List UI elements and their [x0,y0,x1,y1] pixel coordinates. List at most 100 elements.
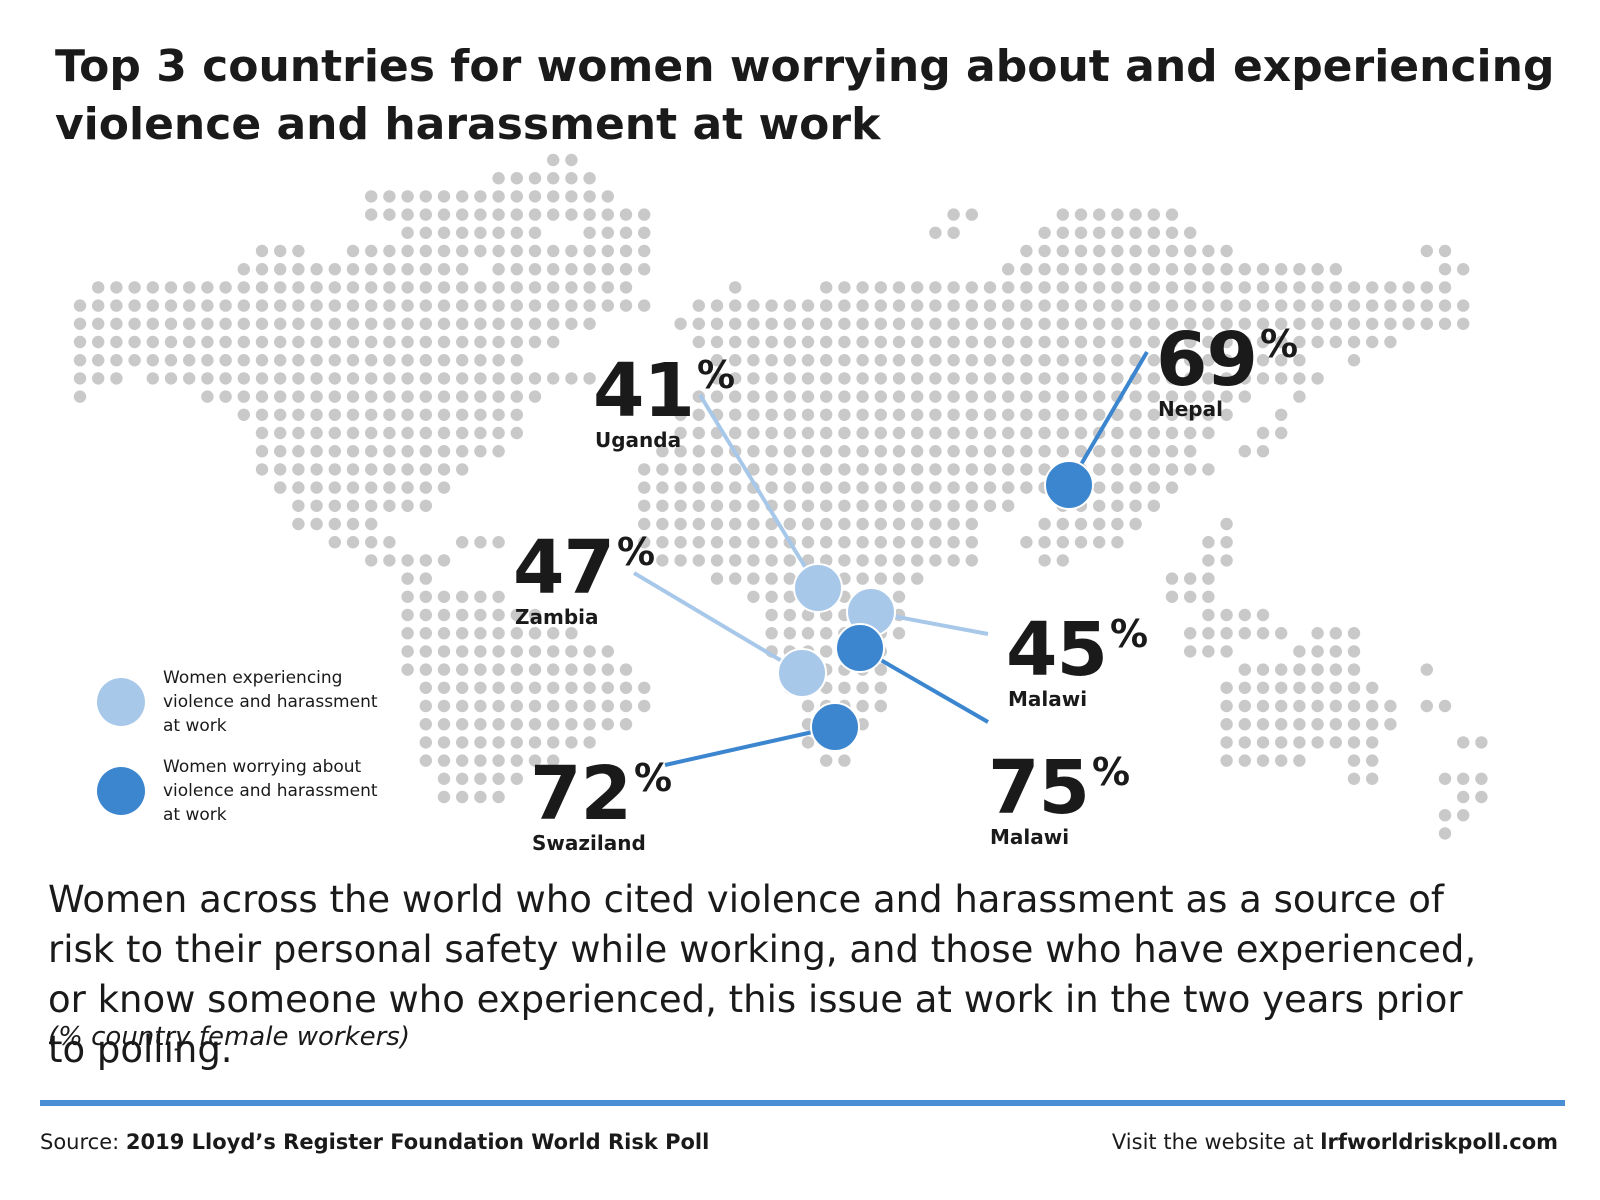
map-dot [710,372,724,385]
map-dot [929,281,942,294]
map-dot [1220,718,1233,731]
map-dot [1311,317,1324,330]
map-dot [747,335,760,349]
map-dot [1275,663,1288,676]
map-dot [874,299,887,312]
map-dot [346,517,360,531]
map-dot [1093,354,1106,367]
map-dot [1184,408,1197,421]
map-dot [274,445,287,458]
map-dot [528,190,542,203]
map-dot [801,517,815,531]
website-link[interactable]: lrfworldriskpoll.com [1320,1130,1558,1154]
map-dot [601,645,614,658]
map-dot [255,390,269,403]
map-dot [1056,299,1070,312]
map-dot [838,681,851,694]
map-dot [765,354,778,367]
map-dot [146,354,159,367]
map-dot [1111,517,1124,531]
map-dot [1202,536,1215,549]
map-dot [1074,244,1088,258]
map-dot [838,281,851,294]
map-dot [456,317,469,330]
map-dot [547,718,560,731]
leader-line-uganda [698,393,820,590]
map-dot [1093,445,1106,458]
map-dot [838,499,851,512]
map-dot [492,590,505,603]
map-dot [346,244,360,258]
map-dot [747,536,760,549]
map-dot [437,208,451,221]
map-dot [492,426,505,440]
map-dot [401,263,414,276]
map-dot [183,335,196,349]
map-dot [1202,390,1215,403]
map-dot [401,281,414,294]
map-dot [346,408,360,421]
map-dot [73,299,87,312]
map-dot [838,408,851,421]
map-dot [510,172,523,185]
map-dot [1220,736,1233,749]
map-dot [346,390,360,403]
map-dot [1038,354,1051,367]
map-dot [1038,426,1051,440]
map-dot [1238,627,1252,640]
map-dot [619,263,633,276]
map-dot [820,499,833,512]
map-dot [1366,699,1379,713]
map-dot [947,481,960,494]
map-dot [565,699,578,713]
map-dot [492,390,505,403]
map-dot [692,408,705,421]
map-dot [456,372,469,385]
map-dot [601,299,614,312]
map-dot [838,445,851,458]
visit-label: Visit the website at [1111,1130,1321,1154]
map-dot [92,299,105,312]
map-dot [456,790,469,804]
map-dot [1475,790,1488,804]
map-dot [1329,736,1343,749]
map-dot [201,317,214,330]
map-dot [456,281,469,294]
map-dot [874,481,887,494]
map-dot [874,681,887,694]
map-dot [456,463,469,476]
map-dot [419,681,432,694]
map-dot [419,499,432,512]
map-dot [747,299,760,312]
map-dot [820,463,833,476]
map-dot [1020,390,1033,403]
map-dot [510,190,523,203]
map-dot [419,244,432,258]
map-dot [601,244,614,258]
map-dot [401,244,414,258]
map-dot [1275,354,1288,367]
map-dot [255,317,269,330]
map-dot [838,426,851,440]
map-dot [783,317,796,330]
map-dot [1074,445,1088,458]
map-dot [820,426,833,440]
callout-value: 47% [513,525,655,611]
map-dot [1238,736,1252,749]
map-dot [1293,718,1306,731]
map-dot [638,699,651,713]
map-dot [292,317,305,330]
map-dot [1147,499,1161,512]
map-dot [1329,317,1343,330]
map-dot [674,463,687,476]
map-dot [656,463,669,476]
map-dot [874,445,887,458]
map-dot [201,281,214,294]
map-dot [328,536,341,549]
map-dot [346,499,360,512]
map-dot [201,390,214,403]
map-dot [383,244,396,258]
map-dot [710,335,724,349]
map-dot [73,335,87,349]
map-dot [729,554,742,567]
